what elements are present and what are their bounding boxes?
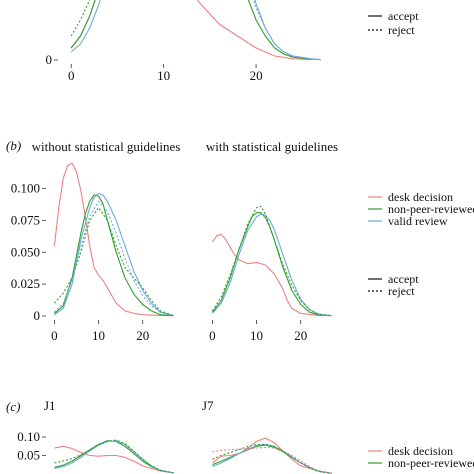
legend-label: accept bbox=[388, 272, 419, 286]
series-line-non-peer-reviewed bbox=[53, 207, 174, 316]
facet-3-1: J1 0.05 0.10 bbox=[17, 398, 174, 474]
x-tick-label: 10 bbox=[250, 328, 263, 343]
facet-title: J7 bbox=[202, 398, 214, 413]
legend-label: accept bbox=[388, 9, 419, 23]
series-line-non-peer-reviewed bbox=[212, 443, 332, 474]
series-group bbox=[53, 163, 174, 317]
series-line-valid-review bbox=[254, 0, 321, 61]
series-line-valid-review bbox=[70, 0, 101, 53]
y-tick-label: 0 bbox=[34, 308, 41, 323]
series-line-non-peer-reviewed bbox=[70, 0, 91, 37]
series-group bbox=[54, 439, 174, 474]
legend-label: non-peer-reviewed bbox=[388, 202, 474, 216]
series-line-valid-review bbox=[54, 193, 174, 317]
x-tick-label: 20 bbox=[136, 328, 149, 343]
series-line-valid-review bbox=[54, 440, 174, 474]
y-tick-label: 0.025 bbox=[11, 276, 40, 291]
x-tick-label: 0 bbox=[51, 328, 58, 343]
series-group bbox=[70, 0, 321, 61]
y-tick-label: 0 bbox=[46, 52, 53, 67]
series-line-valid-review bbox=[211, 213, 332, 317]
series-line-desk-decision bbox=[212, 437, 332, 474]
series-line-desk-decision bbox=[196, 0, 312, 61]
series-line-non-peer-reviewed bbox=[211, 212, 332, 317]
series-line-desk-decision bbox=[211, 233, 332, 317]
series-line-non-peer-reviewed bbox=[70, 0, 96, 49]
series-line-desk-decision bbox=[70, 0, 96, 49]
x-tick-label: 10 bbox=[92, 328, 105, 343]
legend-label: reject bbox=[388, 23, 415, 37]
facet-2-2: with statistical guidelines 0 10 20 bbox=[206, 139, 338, 343]
panel-3: (c) J1 0.05 0.10 J7 desk decisionnon-peer-rev… bbox=[6, 398, 474, 474]
series-line-valid-review bbox=[252, 0, 312, 60]
x-tick-label: 20 bbox=[250, 68, 263, 83]
series-line-non-peer-reviewed bbox=[54, 439, 174, 474]
panel-label: (b) bbox=[6, 138, 21, 153]
y-tick-label: 0.050 bbox=[11, 244, 40, 259]
facet-1-1: 00 10 20 bbox=[46, 0, 321, 83]
x-tick-label: 20 bbox=[294, 328, 307, 343]
x-tick-label: 10 bbox=[157, 68, 170, 83]
y-tick-label: 0.075 bbox=[11, 212, 40, 227]
facet-2-1: without statistical guidelines 0 0.025 0.05… bbox=[11, 139, 181, 343]
panel-label: (c) bbox=[6, 399, 20, 414]
x-tick-label: 0 bbox=[68, 68, 75, 83]
series-group bbox=[211, 205, 332, 317]
series-line-desk-decision bbox=[54, 445, 174, 474]
facet-title: with statistical guidelines bbox=[206, 139, 338, 154]
series-line-valid-review bbox=[54, 200, 174, 317]
series-line-non-peer-reviewed bbox=[211, 205, 332, 317]
series-line-non-peer-reviewed bbox=[54, 194, 174, 317]
legend-label: desk decision bbox=[388, 190, 453, 204]
series-line-desk-decision bbox=[53, 163, 174, 317]
legend-label: valid review bbox=[388, 214, 448, 228]
series-line-valid-review bbox=[212, 443, 332, 474]
x-tick-label: 0 bbox=[209, 328, 216, 343]
facet-3-2: J7 bbox=[202, 398, 332, 474]
legend-label: non-peer-reviewed bbox=[388, 456, 474, 470]
y-tick-label: 0.100 bbox=[11, 181, 40, 196]
facet-title: J1 bbox=[44, 398, 56, 413]
legend-label: reject bbox=[388, 284, 415, 298]
series-group bbox=[212, 437, 332, 474]
panel-2: (b) without statistical guidelines 0 0.025 0… bbox=[6, 138, 474, 343]
series-line-desk-decision bbox=[212, 446, 332, 474]
y-tick-label: 0.05 bbox=[17, 448, 40, 463]
facet-title: without statistical guidelines bbox=[32, 139, 181, 154]
legend-label: desk decision bbox=[388, 444, 453, 458]
series-line-non-peer-reviewed bbox=[247, 0, 321, 61]
y-tick-label: 0.10 bbox=[17, 429, 40, 444]
